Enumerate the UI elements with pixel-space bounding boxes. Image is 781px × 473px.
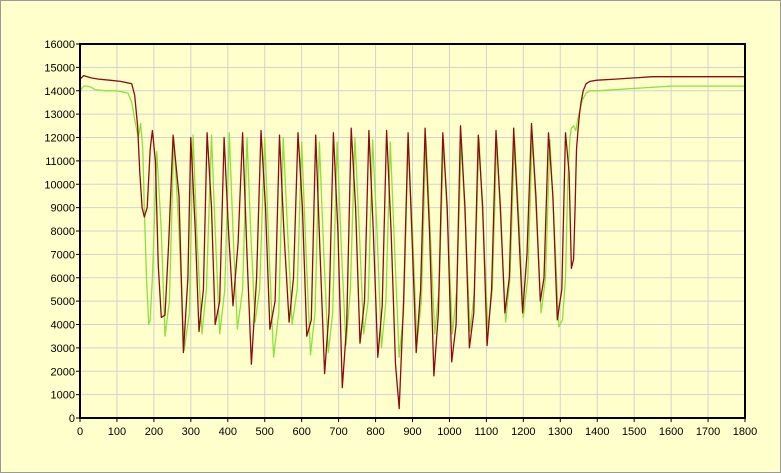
x-tick-label: 1500 [622,426,646,438]
y-tick-label: 12000 [44,133,75,145]
x-tick-label: 500 [256,426,274,438]
y-tick-label: 13000 [44,109,75,121]
x-tick-label: 400 [219,426,237,438]
x-tick-label: 1700 [696,426,720,438]
y-axis-ticks: 0 1000 2000 3000 4000 5000 6000 7000 8000 9000 100… [44,39,80,425]
x-tick-label: 300 [182,426,200,438]
y-tick-label: 3000 [51,343,75,355]
x-tick-label: 1400 [585,426,609,438]
y-tick-label: 6000 [51,273,75,285]
y-tick-label: 14000 [44,86,75,98]
x-tick-label: 1600 [659,426,683,438]
series-line-1 [79,74,745,410]
y-tick-label: 8000 [51,226,75,238]
y-tick-label: 7000 [51,249,75,261]
x-tick-label: 0 [77,426,83,438]
y-tick-label: 16000 [44,39,75,51]
y-tick-label: 2000 [51,366,75,378]
x-axis-ticks: 0 100 200 300 400 500 600 700 800 900 1000 1100 1200… [77,418,757,438]
y-tick-label: 10000 [44,179,75,191]
y-tick-label: 1000 [51,390,75,402]
x-tick-label: 700 [329,426,347,438]
x-tick-label: 1100 [475,426,499,438]
y-tick-label: 4000 [51,320,75,332]
y-tick-label: 9000 [51,203,75,215]
x-tick-label: 600 [292,426,310,438]
y-tick-label: 11000 [45,156,75,168]
x-tick-label: 900 [403,426,421,438]
x-tick-label: 1800 [733,426,757,438]
x-tick-label: 1000 [437,426,461,438]
series-group [79,74,745,410]
y-tick-label: 5000 [51,296,75,308]
y-tick-label: 15000 [44,62,75,74]
y-tick-label: 0 [69,413,75,425]
x-tick-label: 1300 [548,426,572,438]
x-tick-label: 800 [366,426,384,438]
x-tick-label: 100 [108,426,126,438]
x-tick-label: 1200 [511,426,535,438]
x-tick-label: 200 [145,426,163,438]
